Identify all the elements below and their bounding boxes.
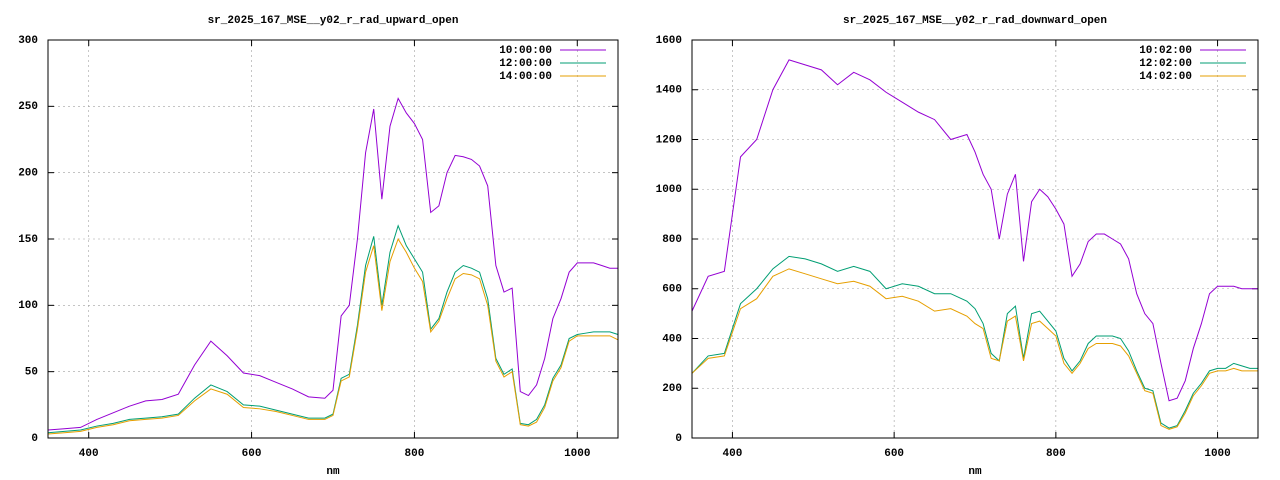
data-line [691,268,1258,430]
x-tick-label: 600 [242,448,262,460]
y-tick-label: 50 [25,367,38,379]
x-tick-label: 400 [79,448,99,460]
y-tick-label: 300 [18,35,38,47]
y-tick-label: 200 [662,383,682,395]
x-tick-label: 1000 [564,448,590,460]
plot-frame [691,39,1259,439]
data-line [47,97,618,431]
y-tick-label: 1000 [656,184,682,196]
legend-label: 12:02:00 [1139,58,1192,70]
x-tick-label: 1000 [1204,448,1230,460]
y-tick-label: 150 [18,234,38,246]
y-tick-label: 200 [18,168,38,180]
legend-label: 10:02:00 [1139,45,1192,57]
y-tick-label: 1200 [656,134,682,146]
plot-frame [47,39,619,439]
y-tick-label: 400 [662,333,682,345]
y-tick-label: 800 [662,234,682,246]
legend-label: 10:00:00 [499,45,552,57]
legend-label: 12:00:00 [499,58,552,70]
data-line [47,237,619,435]
x-tick-label: 400 [723,448,743,460]
y-tick-label: 0 [675,433,682,445]
chart-title: sr_2025_167_MSE__y02_r_rad_upward_open [208,15,459,27]
chart-title: sr_2025_167_MSE__y02_r_rad_downward_open [843,15,1107,27]
data-line [691,255,1258,429]
x-tick-label: 600 [884,448,904,460]
y-tick-label: 100 [18,300,38,312]
data-line [47,224,619,434]
x-tick-label: 800 [1046,448,1066,460]
y-tick-label: 1600 [656,35,682,47]
legend-label: 14:00:00 [499,71,552,83]
y-tick-label: 1400 [656,85,682,97]
data-line [691,59,1258,402]
legend-label: 14:02:00 [1139,71,1192,83]
y-tick-label: 250 [18,101,38,113]
x-axis-label: nm [326,466,340,478]
x-axis-label: nm [968,466,982,478]
y-tick-label: 0 [31,433,38,445]
x-tick-label: 800 [405,448,425,460]
y-tick-label: 600 [662,284,682,296]
